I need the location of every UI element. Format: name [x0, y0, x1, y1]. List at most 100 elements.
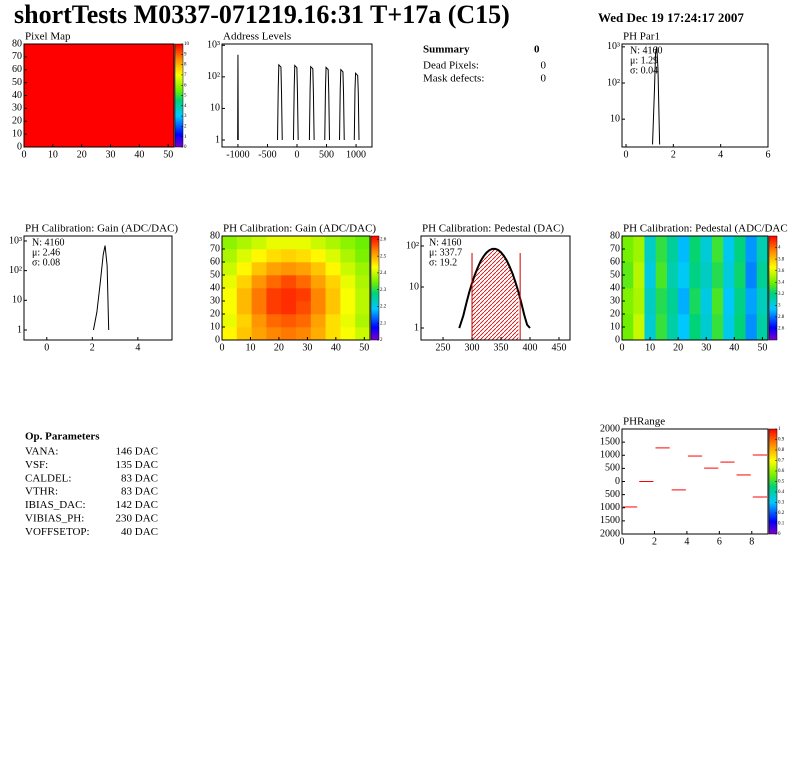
heatmap-cell: [310, 275, 326, 289]
heatmap-cell: [678, 262, 690, 289]
x-tick-label: 50: [163, 149, 173, 160]
heatmap-cell: [666, 288, 679, 315]
y-tick-label: 10: [610, 113, 620, 124]
y-tick-label: 50: [610, 269, 620, 280]
x-tick-label: 40: [331, 342, 341, 353]
heatmap-cell: [281, 288, 297, 302]
chart-title: PH Calibration: Pedestal (DAC): [422, 223, 564, 235]
x-tick-label: 0: [620, 536, 625, 547]
heatmap-cell: [756, 236, 769, 263]
y-tick-label: 10²: [607, 77, 620, 88]
heatmap-cell: [266, 275, 282, 289]
heatmap-cell: [251, 275, 267, 289]
chart-title: PHRange: [623, 416, 665, 428]
heatmap-cell: [756, 262, 769, 289]
x-tick-label: 4: [718, 149, 723, 160]
heatmap-cell: [266, 249, 282, 263]
y-tick-label: 500: [605, 463, 620, 474]
z-tick-label: 3.2: [778, 292, 785, 297]
heatmap-cell: [666, 262, 679, 289]
z-tick-label: 2.4: [380, 271, 387, 276]
heatmap-cell: [355, 236, 371, 250]
stats-text: N: 4160: [429, 237, 462, 248]
heatmap-cell: [689, 288, 701, 315]
x-tick-label: 20: [673, 342, 683, 353]
heatmap-cell: [325, 249, 341, 263]
heatmap-cell: [689, 262, 701, 289]
z-tick-label: 9: [184, 52, 187, 57]
heatmap-cell: [723, 236, 735, 263]
heatmap-cell: [745, 288, 758, 315]
heatmap-cell: [296, 275, 312, 289]
z-tick-label: 0.8: [778, 448, 785, 453]
heatmap-cell: [734, 314, 746, 341]
z-tick-label: 3: [184, 114, 187, 119]
heatmap-cell: [222, 275, 238, 289]
y-tick-label: 10: [409, 281, 419, 292]
parameter-value: 230 DAC: [116, 513, 158, 525]
heatmap-cell: [236, 314, 252, 328]
chart-title: Pixel Map: [25, 31, 71, 43]
z-tick-label: 0.6: [778, 469, 785, 474]
heatmap-cell: [622, 288, 634, 315]
chart-title: PH Par1: [623, 31, 660, 43]
heatmap-cell: [266, 236, 282, 250]
stats-text: N: 4160: [630, 45, 663, 56]
x-tick-label: 450: [551, 342, 566, 353]
y-tick-label: 40: [210, 282, 220, 293]
parameter-value: 40 DAC: [121, 526, 158, 538]
x-tick-label: 400: [522, 342, 537, 353]
heatmap-cell: [281, 301, 297, 315]
y-tick-label: 30: [12, 103, 22, 114]
heatmap-cell: [251, 301, 267, 315]
z-tick-label: 10: [184, 42, 190, 47]
heatmap-cell: [745, 236, 758, 263]
x-tick-label: 8: [749, 536, 754, 547]
fit-area: [472, 248, 519, 340]
color-bar: [370, 235, 380, 341]
heatmap-cell: [281, 275, 297, 289]
summary-label: Dead Pixels:: [423, 60, 479, 72]
heatmap-cell: [266, 301, 282, 315]
heatmap-cell: [340, 249, 356, 263]
heatmap-cell: [655, 262, 668, 289]
y-tick-label: 1: [414, 322, 419, 333]
y-tick-label: 0: [17, 141, 22, 152]
x-tick-label: 40: [729, 342, 739, 353]
z-tick-label: 0.5: [778, 480, 785, 485]
heatmap-cell: [666, 236, 679, 263]
x-tick-label: 0: [44, 342, 49, 353]
heatmap-cell: [310, 314, 326, 328]
parameter-name: VSF:: [25, 459, 48, 471]
y-tick-label: 2000: [600, 528, 620, 539]
heatmap-cell: [296, 314, 312, 328]
x-tick-label: 20: [274, 342, 284, 353]
x-tick-label: -500: [258, 149, 276, 160]
color-bar: [768, 235, 778, 341]
heatmap-cell: [734, 262, 746, 289]
z-tick-label: 8: [184, 63, 187, 68]
y-tick-label: 40: [12, 90, 22, 101]
parameter-value: 83 DAC: [121, 486, 158, 498]
z-tick-label: 0: [184, 145, 187, 150]
heatmap-cell: [622, 236, 634, 263]
heatmap-cell: [251, 236, 267, 250]
y-tick-label: 0: [215, 334, 220, 345]
parameter-name: VOFFSETOP:: [25, 526, 90, 538]
x-tick-label: 50: [359, 342, 369, 353]
summary-title: Summary: [423, 44, 470, 56]
z-tick-label: 2.6: [778, 327, 785, 332]
heatmap-cell: [644, 314, 656, 341]
heatmap-cell: [678, 236, 690, 263]
parameter-name: VANA:: [25, 446, 58, 458]
page-title: shortTests M0337-071219.16:31 T+17a (C15…: [14, 0, 510, 29]
heatmap-cell: [222, 236, 238, 250]
heatmap-cell: [325, 262, 341, 276]
x-tick-label: 4: [135, 342, 140, 353]
heatmap-cell: [340, 314, 356, 328]
y-tick-label: 10²: [207, 71, 220, 82]
y-tick-label: 10²: [9, 265, 22, 276]
x-tick-label: 0: [295, 149, 300, 160]
heatmap-cell: [711, 236, 724, 263]
